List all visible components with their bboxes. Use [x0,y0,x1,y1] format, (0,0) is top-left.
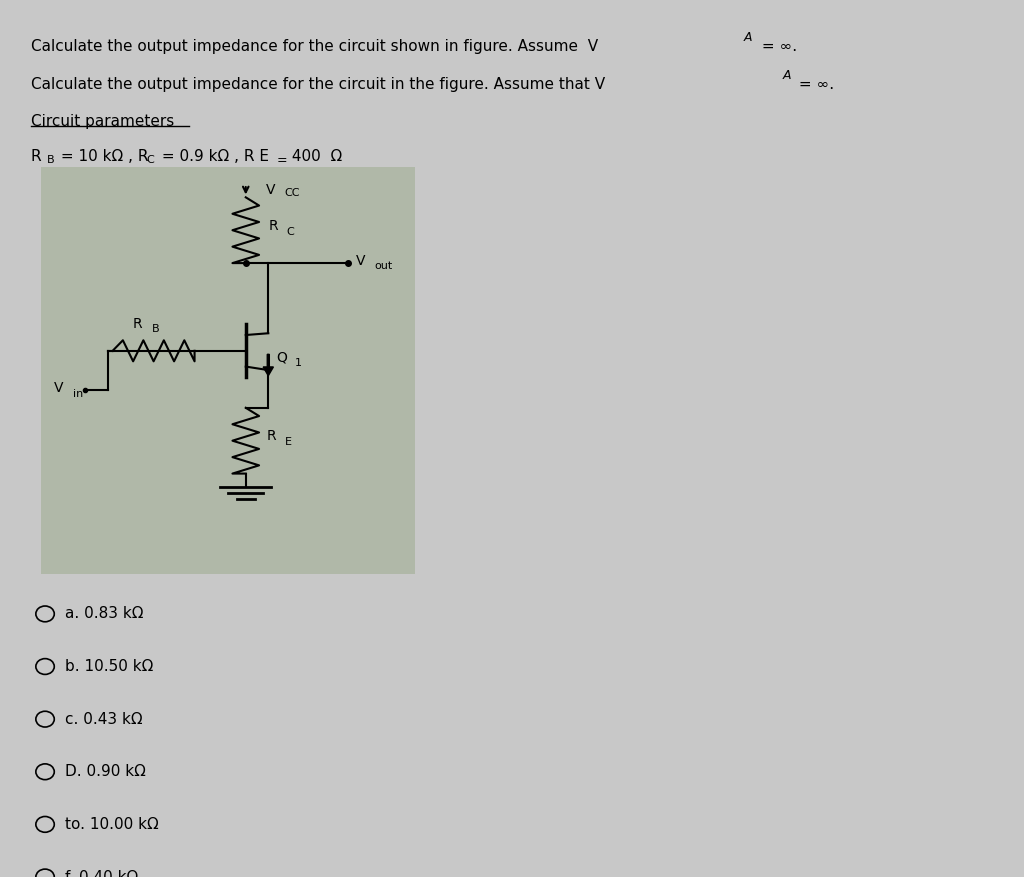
Text: = 10 kΩ , R: = 10 kΩ , R [56,149,148,164]
Text: to. 10.00 kΩ: to. 10.00 kΩ [65,816,159,832]
Text: 1: 1 [295,358,302,368]
Text: b. 10.50 kΩ: b. 10.50 kΩ [65,659,153,674]
Text: V: V [54,381,63,395]
Text: C: C [146,155,155,165]
Text: B: B [152,324,159,334]
Text: B: B [47,155,54,165]
Text: = 0.9 kΩ , R E: = 0.9 kΩ , R E [157,149,268,164]
Text: V: V [356,254,366,268]
Text: R: R [268,219,278,232]
Text: = ∞.: = ∞. [794,77,834,92]
Text: = ∞.: = ∞. [757,39,797,54]
Text: a. 0.83 kΩ: a. 0.83 kΩ [65,606,143,622]
Text: Circuit parameters: Circuit parameters [31,114,174,129]
Text: f. 0.40 kΩ: f. 0.40 kΩ [65,869,138,877]
FancyArrow shape [263,354,273,375]
FancyBboxPatch shape [41,167,415,574]
Text: R: R [133,317,142,332]
Text: E: E [285,438,292,447]
Text: R: R [266,430,275,443]
Text: Q: Q [276,351,288,365]
Text: A: A [782,68,791,82]
Text: in: in [73,389,83,399]
Text: =: = [276,154,287,168]
Text: D. 0.90 kΩ: D. 0.90 kΩ [65,764,145,780]
Text: Calculate the output impedance for the circuit in the figure. Assume that V: Calculate the output impedance for the c… [31,77,605,92]
Text: c. 0.43 kΩ: c. 0.43 kΩ [65,711,142,727]
Text: R: R [31,149,41,164]
Text: A: A [743,31,752,44]
Text: out: out [375,260,393,271]
Text: CC: CC [285,188,300,198]
Text: 400  Ω: 400 Ω [287,149,342,164]
Text: V: V [266,183,275,197]
Text: Calculate the output impedance for the circuit shown in figure. Assume  V: Calculate the output impedance for the c… [31,39,598,54]
Text: C: C [287,227,295,237]
